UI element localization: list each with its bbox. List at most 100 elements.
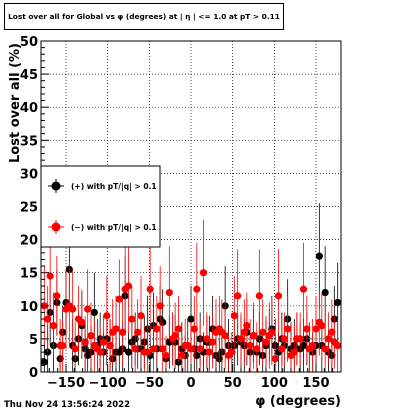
data-point-minus [115,295,123,303]
data-point-minus [44,315,52,323]
data-point-minus [249,331,258,340]
y-tick-label: 20 [20,234,38,249]
data-point-minus [153,325,161,333]
data-point-minus [71,345,79,353]
y-tick-label: 45 [20,68,38,83]
legend-box [40,165,161,248]
data-point-minus [53,292,61,300]
y-tick-label: 30 [20,167,38,182]
data-point-minus [221,331,229,340]
x-tick-label: 100 [261,376,288,391]
data-point-minus [190,325,198,333]
data-point-minus [280,335,288,343]
chart-title: Lost over all for Global vs φ (degrees) … [8,12,280,21]
data-point-minus [193,285,201,293]
data-point-minus [271,355,279,363]
legend-label: (−) with pT/|q| > 0.1 [71,223,157,233]
data-point-minus [274,292,283,300]
data-point-plus [187,315,195,323]
legend-marker-plus [51,181,61,191]
data-point-plus [299,341,308,350]
x-tick-label: −50 [135,376,164,391]
legend-label: (+) with pT/|q| > 0.1 [71,182,157,192]
y-tick-label: 50 [20,35,38,50]
data-point-minus [321,345,329,353]
data-point-plus [90,308,98,317]
x-tick-label: 0 [186,376,195,391]
data-point-minus [290,348,298,356]
data-point-minus [146,285,154,293]
data-point-minus [255,292,263,300]
y-tick-label: 0 [29,366,38,381]
data-point-minus [137,312,145,320]
data-point-minus [228,348,236,356]
y-tick-label: 5 [29,333,38,348]
data-point-minus [156,302,164,310]
data-point-minus [159,345,167,353]
data-point-minus [59,341,67,350]
data-point-plus [124,348,133,356]
data-point-minus [96,348,104,356]
data-point-minus [124,282,133,290]
data-point-minus [237,335,245,343]
data-point-minus [262,338,270,346]
data-point-minus [187,345,195,353]
data-point-minus [112,325,120,333]
data-point-minus [49,322,58,330]
data-point-minus [131,345,139,353]
data-point-minus [296,335,304,343]
x-tick-label: 150 [302,376,329,391]
x-tick-label: −100 [89,376,127,391]
data-point-minus [240,328,248,336]
data-point-minus [234,292,242,300]
data-point-minus [328,328,336,336]
data-point-minus [87,331,95,340]
data-point-minus [318,322,326,330]
legend: (+) with pT/|q| > 0.1 (−) with pT/|q| > 0… [40,165,161,248]
data-point-minus [243,322,251,330]
data-point-minus [284,325,292,333]
data-point-minus [103,312,111,320]
data-point-minus [174,325,183,333]
data-point-minus [278,345,286,353]
x-tick-label: 50 [224,376,242,391]
data-point-minus [178,351,186,360]
y-tick-label: 40 [20,101,38,116]
data-point-plus [334,298,342,307]
data-point-minus [205,348,213,356]
data-point-minus [149,345,158,353]
data-point-plus [193,351,201,360]
data-point-plus [315,252,323,260]
data-point-minus [309,341,317,350]
data-point-minus [253,345,261,353]
data-point-minus [203,335,211,343]
data-point-minus [268,328,276,336]
data-point-minus [334,341,342,350]
y-axis-label: Lost over all (%) [8,43,23,163]
x-axis-label: φ (degrees) [255,394,341,409]
data-point-minus [69,305,77,313]
x-tick-label: −150 [47,376,85,391]
data-point-minus [230,312,238,320]
data-point-minus [162,351,170,360]
data-point-minus [84,305,92,313]
data-point-plus [321,288,329,297]
data-point-minus [246,341,254,350]
y-tick-label: 15 [20,267,38,282]
axes: −150 −100 −50 0 50 100 150 0 5 10 15 20 25 30 35 40 45 50… [8,35,341,409]
data-point-minus [299,285,308,293]
data-point-minus [144,348,152,356]
y-tick-label: 35 [20,134,38,149]
data-point-minus [324,335,333,343]
data-point-minus [78,318,86,326]
data-point-minus [199,269,208,277]
chart-title-box: Lost over all for Global vs φ (degrees) … [4,3,284,30]
legend-marker-minus [51,222,61,232]
data-point-minus [312,325,320,333]
data-point-minus [171,331,179,340]
data-points [40,203,342,372]
data-point-minus [134,328,142,336]
data-point-minus [196,345,204,353]
data-point-minus [303,325,311,333]
